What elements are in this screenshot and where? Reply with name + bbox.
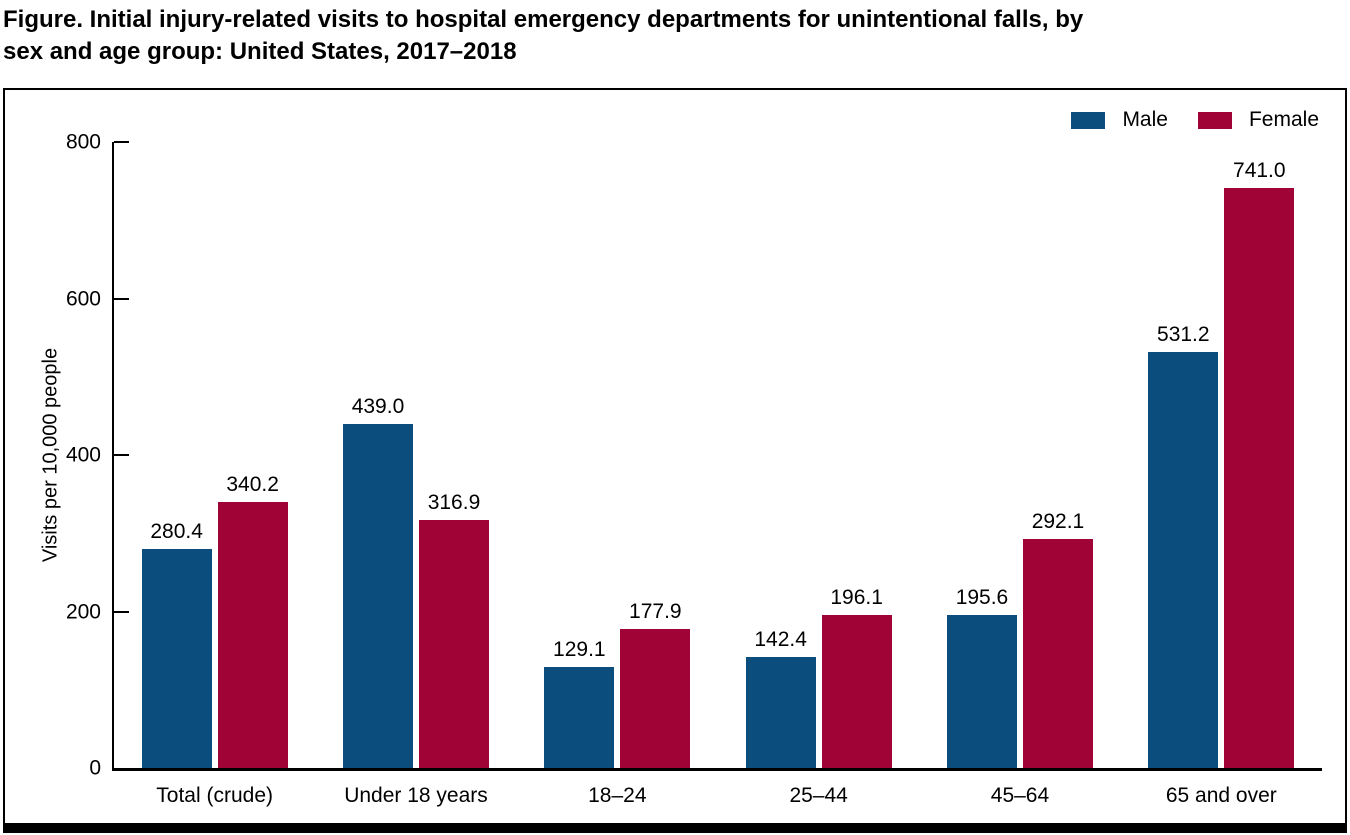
bar-male-6: 531.2 bbox=[1148, 323, 1219, 768]
legend-item-male: Male bbox=[1071, 108, 1168, 132]
bar-female-6: 741.0 bbox=[1224, 159, 1295, 768]
figure-title-line-2: sex and age group: United States, 2017–2… bbox=[3, 37, 517, 65]
bar-group-5: 195.6 292.1 45–64 bbox=[919, 142, 1120, 807]
y-tick-mark bbox=[114, 610, 129, 613]
legend-label: Female bbox=[1248, 108, 1319, 131]
bar-group-6: 531.2 741.0 65 and over bbox=[1121, 142, 1322, 807]
bar-female-3: 177.9 bbox=[620, 600, 691, 768]
plot-area: 0 200 400 600 800 280.4 340.2 Total (crude) 439… bbox=[66, 132, 1322, 807]
y-axis-title: Visits per 10,000 people bbox=[39, 347, 62, 563]
bar-female-5: 292.1 bbox=[1022, 510, 1093, 768]
value-label: 195.6 bbox=[955, 585, 1009, 609]
value-label: 129.1 bbox=[553, 637, 606, 661]
legend-swatch-female bbox=[1197, 111, 1232, 129]
bar-groups: 280.4 340.2 Total (crude) 439.0 316.9 Under 1… bbox=[114, 142, 1322, 807]
figure-frame: Male Female Visits per 10,000 people 0 200… bbox=[3, 88, 1347, 833]
value-label: 340.2 bbox=[226, 472, 279, 496]
value-label: 439.0 bbox=[351, 395, 405, 419]
x-category-label: Under 18 years bbox=[344, 784, 488, 807]
value-label: 196.1 bbox=[830, 585, 883, 609]
y-tick-label: 200 bbox=[65, 600, 101, 623]
x-category-label: Total (crude) bbox=[156, 784, 274, 807]
bar-female-2: 316.9 bbox=[418, 491, 489, 768]
figure-title-line-1: Figure. Initial injury-related visits to… bbox=[3, 6, 1084, 33]
bar-male-4: 142.4 bbox=[745, 628, 816, 768]
bar-male-1: 280.4 bbox=[141, 520, 212, 768]
x-category-label: 45–64 bbox=[990, 784, 1050, 807]
value-label: 741.0 bbox=[1233, 159, 1286, 183]
value-label: 316.9 bbox=[427, 491, 481, 515]
y-tick-label: 0 bbox=[89, 756, 101, 780]
bar-male-5: 195.6 bbox=[946, 586, 1017, 768]
y-tick-label: 600 bbox=[65, 287, 101, 310]
y-tick-mark bbox=[114, 141, 129, 143]
figure-title: Figure. Initial injury-related visits to… bbox=[3, 4, 1343, 67]
bar-group-2: 439.0 316.9 Under 18 years bbox=[315, 142, 516, 807]
legend: Male Female bbox=[1071, 108, 1319, 132]
bar-group-3: 129.1 177.9 18–24 bbox=[517, 142, 718, 807]
legend-label: Male bbox=[1122, 108, 1168, 131]
y-axis: 0 200 400 600 800 bbox=[66, 132, 1322, 779]
x-category-label: 65 and over bbox=[1165, 784, 1277, 807]
bar-male-3: 129.1 bbox=[544, 638, 615, 768]
y-tick-label: 800 bbox=[65, 130, 101, 154]
y-tick-mark bbox=[114, 297, 129, 300]
value-label: 531.2 bbox=[1157, 323, 1210, 347]
value-label: 280.4 bbox=[150, 519, 203, 543]
bar-male-2: 439.0 bbox=[342, 395, 413, 768]
value-label: 292.1 bbox=[1031, 510, 1085, 534]
value-label: 177.9 bbox=[629, 599, 682, 623]
bar-female-1: 340.2 bbox=[217, 473, 288, 768]
bar-group-1: 280.4 340.2 Total (crude) bbox=[114, 142, 315, 807]
x-category-label: 25–44 bbox=[789, 784, 848, 807]
legend-item-female: Female bbox=[1197, 108, 1319, 132]
bar-group-4: 142.4 196.1 25–44 bbox=[718, 142, 919, 807]
legend-swatch-male bbox=[1071, 111, 1106, 129]
value-label: 142.4 bbox=[754, 627, 807, 651]
bar-female-4: 196.1 bbox=[821, 586, 892, 768]
x-category-label: 18–24 bbox=[588, 784, 647, 807]
y-tick-mark bbox=[114, 454, 129, 456]
y-tick-label: 400 bbox=[65, 443, 101, 467]
